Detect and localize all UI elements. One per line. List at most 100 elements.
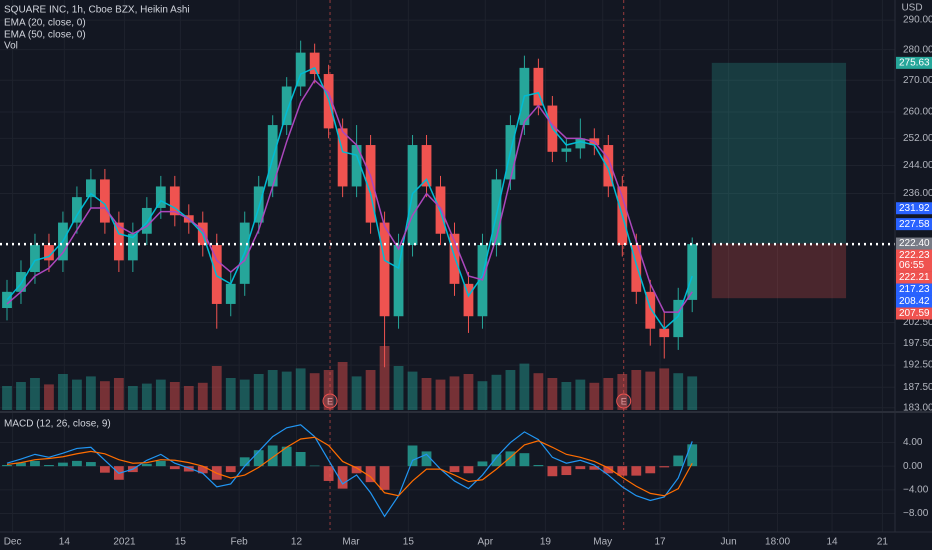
volume-bar xyxy=(253,374,264,410)
macd-histogram-bar xyxy=(575,466,586,470)
candle-body xyxy=(673,299,684,338)
candle-body xyxy=(659,328,670,338)
volume-bar xyxy=(183,386,194,410)
x-tick-label: 12 xyxy=(291,537,303,548)
volume-bar xyxy=(351,376,362,410)
volume-bar xyxy=(169,382,180,410)
volume-bar xyxy=(407,371,418,410)
volume-bar xyxy=(197,382,208,410)
macd-histogram-bar xyxy=(267,445,278,467)
volume-bar xyxy=(323,370,334,410)
x-tick-label: May xyxy=(593,537,612,548)
macd-histogram-bar xyxy=(547,466,558,477)
candle-body xyxy=(127,233,138,261)
y-tick-label: 183.00 xyxy=(903,402,932,413)
volume-bar xyxy=(72,379,82,410)
x-tick-label: 19 xyxy=(540,537,552,548)
event-label: E xyxy=(621,396,627,406)
price-label-box xyxy=(896,295,932,308)
macd-histogram-bar xyxy=(281,446,292,467)
price-label: 275.63 xyxy=(899,58,930,69)
ema-line xyxy=(6,79,693,313)
y-tick-label: 290.00 xyxy=(903,15,932,26)
macd-histogram-bar xyxy=(645,466,656,474)
event-label: E xyxy=(327,396,333,406)
x-tick-label: 2021 xyxy=(113,537,136,548)
candle-body xyxy=(421,145,432,187)
y-tick-label: 197.50 xyxy=(903,338,932,349)
candle-body xyxy=(141,207,152,234)
macd-histogram-bar xyxy=(603,466,614,474)
price-label-box xyxy=(896,202,932,215)
price-label-box xyxy=(896,56,932,69)
candle-body xyxy=(365,145,376,223)
macd-histogram-bar xyxy=(589,466,600,470)
y-tick-label: 202.50 xyxy=(903,317,932,328)
volume-bar xyxy=(449,376,460,410)
volume-bar xyxy=(561,382,572,410)
macd-histogram-bar xyxy=(673,455,684,467)
volume-bar xyxy=(421,378,432,410)
y-tick-label: 244.00 xyxy=(903,160,932,171)
price-label: 231.92 xyxy=(899,203,930,214)
macd-histogram-bar xyxy=(169,466,180,470)
x-tick-label: 15 xyxy=(175,537,187,548)
macd-histogram-bar xyxy=(225,466,236,473)
volume-bar xyxy=(58,374,68,410)
price-label-box xyxy=(896,307,932,320)
volume-bar xyxy=(603,378,614,410)
volume-bar xyxy=(141,383,152,410)
macd-histogram-bar xyxy=(491,454,502,467)
candle-body xyxy=(44,245,54,261)
price-label-box xyxy=(896,271,932,284)
volume-bar xyxy=(309,373,320,410)
macd-histogram-bar xyxy=(44,465,54,467)
candle-body xyxy=(379,222,390,317)
macd-histogram-bar xyxy=(58,462,68,467)
volume-bar xyxy=(337,362,348,410)
volume-bar xyxy=(113,378,124,410)
price-label: 208.42 xyxy=(899,296,930,307)
volume-bar xyxy=(505,370,516,410)
volume-bar xyxy=(99,381,110,410)
candle-body xyxy=(645,291,656,329)
volume-bar xyxy=(547,378,558,410)
y-tick-label: 0.00 xyxy=(903,461,923,472)
macd-histogram-bar xyxy=(421,451,432,467)
price-label: 227.58 xyxy=(899,219,930,230)
candle-body xyxy=(631,245,642,292)
price-label-box xyxy=(896,218,932,231)
profit-zone xyxy=(711,62,847,244)
volume-bar xyxy=(435,379,446,410)
candle-body xyxy=(225,283,236,304)
volume-bar xyxy=(491,374,502,410)
macd-histogram-bar xyxy=(86,462,96,467)
macd-histogram-bar xyxy=(561,466,572,476)
candle-body xyxy=(533,67,544,106)
x-tick-label: 15 xyxy=(403,537,415,548)
macd-histogram-bar xyxy=(519,453,530,467)
event-marker xyxy=(322,393,338,409)
x-tick-label: 18:00 xyxy=(765,537,790,548)
volume-bar xyxy=(155,379,166,410)
candle-body xyxy=(309,52,320,75)
macd-histogram-bar xyxy=(323,466,334,481)
candle-body xyxy=(281,86,292,126)
macd-histogram-bar xyxy=(295,452,306,467)
macd-histogram-bar xyxy=(30,460,40,467)
legend-entry: Vol xyxy=(4,41,18,52)
candle-body xyxy=(155,186,166,208)
volume-bar xyxy=(589,382,600,410)
x-tick-label: Mar xyxy=(342,537,360,548)
macd-histogram-bar xyxy=(463,466,474,474)
volume-bar xyxy=(267,370,278,410)
macd-histogram-bar xyxy=(631,466,642,476)
macd-histogram-bar xyxy=(351,466,362,474)
x-tick-label: Jun xyxy=(721,537,737,548)
macd-histogram-bar xyxy=(16,462,26,467)
y-tick-label: 260.00 xyxy=(903,107,932,118)
volume-bar xyxy=(86,376,96,410)
macd-histogram-bar xyxy=(533,465,544,467)
x-tick-label: Feb xyxy=(231,537,249,548)
